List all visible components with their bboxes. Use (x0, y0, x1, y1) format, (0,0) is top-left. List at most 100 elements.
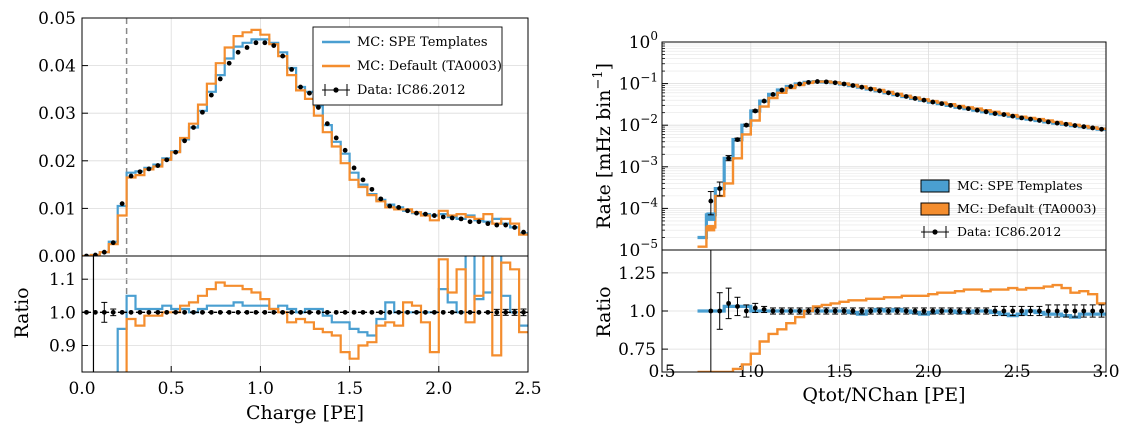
left-data-point (110, 240, 116, 246)
left-ratio-data-point (503, 309, 509, 315)
left-data-point (503, 222, 509, 228)
right-data-point (1037, 118, 1042, 123)
left-data-point (521, 229, 526, 235)
right-data-point (992, 111, 998, 117)
right-legend-label-spe: MC: SPE Templates (957, 178, 1083, 193)
right-ratio-data-point (1081, 308, 1087, 314)
right-ratio-axis-label: Ratio (593, 286, 615, 337)
right-data-point (1028, 116, 1033, 122)
right-data-point (868, 86, 874, 92)
left-data-point (378, 196, 384, 202)
right-legend-label-data: Data: IC86.2012 (957, 224, 1061, 239)
right-ratio-data-point (939, 308, 945, 314)
left-top-y-tick-label: 0.01 (38, 199, 76, 219)
left-data-point (324, 121, 330, 127)
right-data-point (1090, 125, 1096, 131)
right-data-point (930, 99, 936, 105)
right-ratio-data-point (1045, 308, 1051, 314)
right-data-point (1019, 115, 1025, 121)
left-data-point (289, 67, 295, 72)
left-ratio-data-point (521, 309, 526, 315)
left-data-point (512, 225, 518, 230)
right-ratio-data-point (806, 308, 811, 314)
right-data-point (832, 80, 838, 86)
right-ratio-data-point (983, 308, 989, 314)
right-ratio-data-point (815, 308, 820, 314)
right-ratio-data-point (948, 308, 953, 314)
right-legend: MC: SPE Templates MC: Default (TA0003) D… (920, 178, 1096, 239)
right-data-point (806, 79, 811, 85)
left-ratio-data-point (485, 309, 491, 315)
right-ratio-data-point (930, 308, 936, 314)
right-ratio-data-point (921, 308, 927, 314)
right-top-y-tick-label: 10−4 (619, 195, 659, 219)
left-top-y-tick-label: 0.05 (38, 9, 76, 29)
right-data-point (1081, 124, 1087, 130)
left-data-point (298, 84, 303, 90)
left-ratio-data-point (289, 309, 295, 315)
left-bottom-y-tick-label: 1.0 (49, 303, 76, 323)
right-data-point (788, 84, 794, 89)
left-top-y-tick-label: 0.03 (38, 104, 76, 124)
left-ratio-data-point (324, 309, 330, 315)
right-data-point (841, 81, 847, 87)
left-bottom-y-tick-label: 1.1 (49, 270, 76, 290)
right-legend-swatch-spe (920, 179, 950, 193)
left-data-point (476, 219, 482, 225)
right-ratio-plot: 0.751.01.250.5 1.0 1.5 2.0 2.5 3.0 (618, 249, 1120, 382)
right-ratio-data-point (708, 308, 714, 314)
left-ratio-data-point (396, 309, 402, 315)
left-data-point (182, 138, 187, 144)
right-ratio-data-point (761, 307, 767, 312)
left-data-point (431, 213, 437, 218)
left-legend-swatch-data (322, 84, 350, 96)
left-data-point (369, 186, 375, 192)
right-data-point (850, 83, 856, 88)
left-x-tick-label: 1.5 (336, 379, 363, 399)
left-data-point (191, 125, 196, 130)
left-ratio-data-point (137, 309, 143, 315)
left-ratio-data-point (307, 309, 312, 315)
left-ratio-data-point (360, 309, 366, 315)
right-ratio-data-point (1037, 308, 1042, 314)
left-x-tick-label: 0.0 (68, 379, 95, 399)
right-data-point (1010, 113, 1016, 119)
right-data-point (1045, 119, 1051, 125)
left-legend: MC: SPE Templates MC: Default (TA0003) D… (312, 26, 503, 106)
left-bottom-y-tick-label: 0.9 (49, 336, 76, 356)
right-data-point (743, 122, 749, 128)
left-x-tick-label: 1.0 (247, 379, 274, 399)
left-data-point (315, 105, 321, 110)
right-y-axis-label: Rate [mHz bin−1] (591, 63, 615, 229)
left-data-point (280, 53, 286, 59)
right-bottom-y-tick-label: 1.25 (618, 264, 656, 284)
right-data-point (815, 79, 820, 84)
right-data-point (1099, 126, 1104, 132)
left-ratio-data-point (271, 309, 277, 315)
right-legend-swatch-data (921, 226, 949, 238)
right-data-point (735, 137, 740, 143)
right-ratio-data-point (1028, 308, 1033, 314)
right-top-frame (661, 41, 1107, 251)
right-bottom-frame (661, 249, 1107, 373)
right-ratio-data-point (735, 304, 740, 309)
left-data-point (208, 92, 214, 98)
left-ratio-data-point (191, 309, 196, 315)
left-top-y-tick-label: 0.02 (38, 152, 76, 172)
left-ratio-data-point (84, 309, 89, 315)
left-data-point (414, 210, 419, 216)
right-data-point (886, 90, 891, 96)
left-data-point (137, 169, 143, 175)
left-data-point (173, 149, 179, 155)
left-legend-label-spe: MC: SPE Templates (357, 35, 488, 50)
right-default-lowbin-band (706, 224, 716, 232)
right-ratio-data-point (903, 308, 909, 314)
left-data-point (200, 109, 205, 115)
right-top-y-tick-label: 100 (629, 29, 658, 53)
right-ratio-data-point (726, 300, 731, 306)
right-data-point (823, 79, 829, 85)
right-ratio-data-point (752, 305, 758, 311)
left-ratio-plot: 0.9 1.0 1.1 0.0 0.5 1.0 1.5 2.0 2.5 (49, 255, 542, 399)
left-data-point (155, 163, 161, 168)
left-ratio-data-point (173, 309, 179, 315)
